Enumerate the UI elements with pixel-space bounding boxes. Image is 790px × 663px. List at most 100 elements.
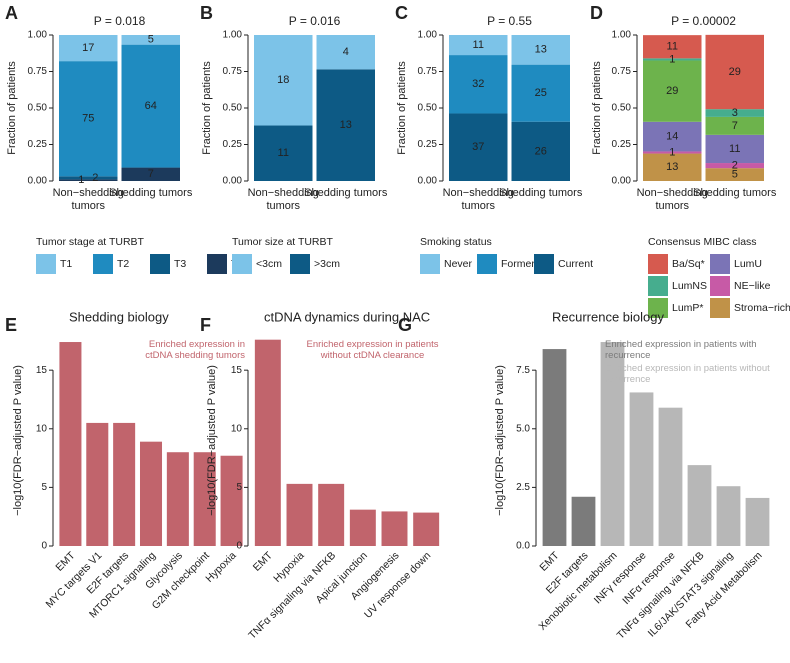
panel-letter: F [200, 315, 211, 335]
y-axis-label: Fraction of patients [6, 61, 18, 155]
legend-label: Never [444, 258, 473, 270]
y-tick-label: 0.50 [612, 103, 632, 114]
bar-segment [643, 35, 702, 59]
bar-segment [643, 121, 702, 152]
count-label: 13 [340, 119, 352, 131]
legend-label: Enriched expression in patients without … [306, 340, 439, 361]
count-label: 2 [92, 172, 98, 184]
legend-title: Tumor stage at TURBT [36, 236, 145, 248]
bar [542, 349, 567, 546]
panel-letter: B [200, 3, 213, 23]
chart-title: P = 0.016 [289, 14, 341, 28]
x-tick-label: EMT [251, 549, 276, 574]
count-label: 75 [82, 113, 94, 125]
count-label: 64 [145, 100, 157, 112]
y-tick-label: 10 [231, 423, 243, 434]
legend-label: LumP* [672, 302, 704, 314]
y-tick-label: 0.00 [28, 176, 48, 187]
y-tick-label: 0 [236, 541, 242, 552]
x-tick-label: EMT [537, 549, 562, 574]
legend-label: Enriched expression in patients without … [605, 364, 770, 385]
count-label: 11 [278, 147, 289, 159]
bar-segment [59, 61, 118, 177]
x-tick-label-box: Shedding tumors [693, 187, 777, 199]
y-tick-label: 0.75 [418, 66, 438, 77]
bar-segment [449, 113, 508, 181]
legend-swatch [710, 254, 730, 274]
y-axis-label: −log10(FDR−adjusted P value) [206, 365, 218, 516]
x-tick-label: Shedding tumors [304, 187, 388, 199]
legend-label: LumNS [672, 280, 707, 292]
bar-segment [316, 69, 375, 181]
bar [381, 511, 408, 546]
count-label: 26 [535, 145, 547, 157]
y-tick-label: 0 [41, 541, 47, 552]
bar-segment [643, 58, 702, 61]
legend-swatch [648, 298, 668, 318]
chart-title: Recurrence biology [552, 309, 665, 324]
y-tick-label: 0.25 [612, 139, 632, 150]
count-label: 17 [82, 42, 94, 54]
count-label: 7 [148, 168, 154, 180]
panel-letter: C [395, 3, 408, 23]
bar-segment [511, 64, 570, 122]
bar-segment [705, 168, 764, 181]
x-tick-label-box: Non−shedding tumors [637, 187, 708, 212]
y-tick-label: 0.25 [418, 139, 438, 150]
x-tick-label: Shedding tumors [109, 187, 193, 199]
y-tick-label: 0.50 [418, 103, 438, 114]
bar-segment [705, 134, 764, 164]
legend-swatch [534, 254, 554, 274]
bar-segment [643, 60, 702, 122]
count-label: 13 [535, 44, 547, 56]
bar-segment [121, 44, 180, 168]
bar [193, 452, 216, 546]
legend-label: Former [501, 258, 535, 270]
count-label: 14 [666, 131, 678, 143]
bar-segment [254, 35, 313, 126]
legend-label: <3cm [256, 258, 282, 270]
count-label: 5 [148, 34, 154, 46]
y-tick-label: 7.5 [516, 365, 530, 376]
bar [139, 441, 163, 546]
legend-swatch [150, 254, 170, 274]
y-axis-label: Fraction of patients [591, 61, 603, 155]
count-label: 32 [472, 78, 484, 90]
chart-title: P = 0.00002 [671, 14, 736, 28]
bar-segment [449, 55, 508, 114]
x-tick-label-box: Shedding tumors [109, 187, 193, 199]
y-tick-label: 0.75 [223, 66, 243, 77]
legend-label: Current [558, 258, 593, 270]
bar [571, 496, 596, 546]
bar-segment [643, 151, 702, 154]
x-tick-label: Shedding tumors [499, 187, 583, 199]
legend-label: T3 [174, 258, 186, 270]
legend-label: Enriched expression in patients with rec… [605, 340, 757, 361]
count-label: 11 [729, 143, 740, 155]
legend-label-box: Enriched expression in patients without … [605, 364, 770, 385]
bar [59, 342, 82, 546]
legend-label: Stroma−rich [734, 302, 790, 314]
x-tick-label: Shedding tumors [693, 187, 777, 199]
panel-letter: D [590, 3, 603, 23]
count-label: 29 [729, 66, 741, 78]
y-tick-label: 0.50 [28, 103, 48, 114]
y-tick-label: 2.5 [516, 482, 530, 493]
y-tick-label: 5.0 [516, 423, 530, 434]
legend-label: T2 [117, 258, 129, 270]
bar [220, 455, 243, 546]
y-axis-label: Fraction of patients [396, 61, 408, 155]
y-tick-label: 15 [36, 365, 48, 376]
bar [745, 497, 770, 546]
bar [629, 392, 654, 546]
bar-segment [705, 109, 764, 117]
panel-letter: E [5, 315, 17, 335]
y-tick-label: 5 [41, 482, 47, 493]
count-label: 3 [732, 107, 738, 119]
bar-segment [59, 176, 118, 180]
x-tick-label: Non−shedding tumors [442, 187, 514, 212]
legend-swatch [710, 298, 730, 318]
panel-letter: A [5, 3, 18, 23]
count-label: 11 [667, 41, 678, 53]
count-label: 18 [277, 74, 289, 86]
